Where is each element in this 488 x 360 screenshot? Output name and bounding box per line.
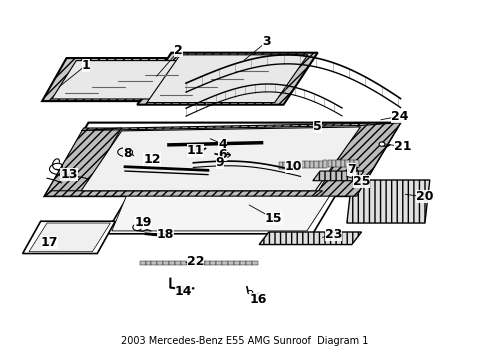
Polygon shape: [315, 123, 400, 196]
Polygon shape: [192, 261, 198, 265]
Polygon shape: [251, 261, 257, 265]
Text: 20: 20: [415, 190, 433, 203]
Text: 2: 2: [174, 44, 183, 57]
Polygon shape: [105, 176, 346, 234]
Text: 2003 Mercedes-Benz E55 AMG Sunroof  Diagram 1: 2003 Mercedes-Benz E55 AMG Sunroof Diagr…: [121, 336, 367, 346]
Text: 15: 15: [264, 212, 282, 225]
Polygon shape: [222, 261, 228, 265]
Polygon shape: [44, 123, 400, 196]
Polygon shape: [81, 123, 400, 131]
Text: 14: 14: [174, 285, 192, 298]
Polygon shape: [210, 261, 216, 265]
Polygon shape: [234, 261, 240, 265]
Polygon shape: [169, 261, 175, 265]
Text: 16: 16: [249, 293, 266, 306]
Circle shape: [348, 167, 354, 171]
Text: 25: 25: [352, 175, 369, 188]
Polygon shape: [291, 161, 296, 168]
Circle shape: [176, 286, 183, 291]
Polygon shape: [42, 58, 217, 101]
Polygon shape: [181, 261, 186, 265]
Polygon shape: [353, 159, 358, 167]
Circle shape: [247, 291, 252, 294]
Text: 7: 7: [346, 163, 355, 176]
Text: 4: 4: [218, 138, 226, 150]
Polygon shape: [44, 128, 122, 196]
Polygon shape: [29, 223, 110, 252]
Polygon shape: [245, 261, 251, 265]
Polygon shape: [81, 127, 360, 191]
Polygon shape: [204, 261, 210, 265]
Circle shape: [133, 224, 142, 230]
Text: 13: 13: [60, 168, 78, 181]
Polygon shape: [140, 261, 145, 265]
Circle shape: [378, 142, 384, 146]
Text: 6: 6: [218, 148, 226, 161]
Polygon shape: [287, 161, 291, 168]
Polygon shape: [240, 261, 245, 265]
Text: 23: 23: [324, 228, 341, 241]
Polygon shape: [186, 261, 192, 265]
Text: 12: 12: [143, 153, 160, 166]
Polygon shape: [157, 261, 163, 265]
Polygon shape: [349, 160, 353, 167]
Polygon shape: [216, 261, 222, 265]
Polygon shape: [314, 161, 318, 168]
Circle shape: [188, 145, 195, 150]
Polygon shape: [318, 161, 323, 168]
Polygon shape: [198, 261, 204, 265]
Text: 17: 17: [41, 236, 58, 249]
Polygon shape: [312, 171, 363, 181]
Polygon shape: [323, 161, 327, 168]
Text: 11: 11: [186, 144, 204, 157]
Text: 19: 19: [134, 216, 151, 229]
Text: 3: 3: [262, 35, 270, 49]
Polygon shape: [278, 162, 283, 169]
Polygon shape: [300, 161, 305, 168]
Polygon shape: [137, 53, 317, 105]
Polygon shape: [228, 261, 234, 265]
Polygon shape: [327, 160, 331, 167]
Polygon shape: [163, 261, 169, 265]
Text: 10: 10: [284, 160, 302, 173]
Polygon shape: [331, 160, 336, 167]
Polygon shape: [345, 160, 349, 167]
Polygon shape: [340, 160, 345, 167]
Polygon shape: [52, 60, 209, 99]
Text: 8: 8: [123, 147, 132, 159]
Text: 9: 9: [215, 156, 224, 169]
Text: 21: 21: [393, 140, 411, 153]
Polygon shape: [336, 160, 340, 167]
Polygon shape: [309, 161, 313, 168]
Polygon shape: [112, 179, 340, 231]
Text: 1: 1: [81, 59, 90, 72]
Text: 22: 22: [186, 255, 204, 268]
Polygon shape: [44, 191, 322, 196]
Polygon shape: [145, 261, 151, 265]
Polygon shape: [283, 162, 287, 169]
Polygon shape: [305, 161, 309, 168]
Polygon shape: [151, 261, 157, 265]
Polygon shape: [346, 180, 429, 223]
Polygon shape: [22, 221, 115, 253]
Text: 24: 24: [390, 110, 407, 123]
Polygon shape: [296, 161, 300, 168]
Polygon shape: [259, 232, 361, 244]
Text: 5: 5: [313, 120, 322, 133]
Polygon shape: [147, 55, 307, 103]
Text: 18: 18: [157, 228, 174, 241]
Polygon shape: [175, 261, 181, 265]
